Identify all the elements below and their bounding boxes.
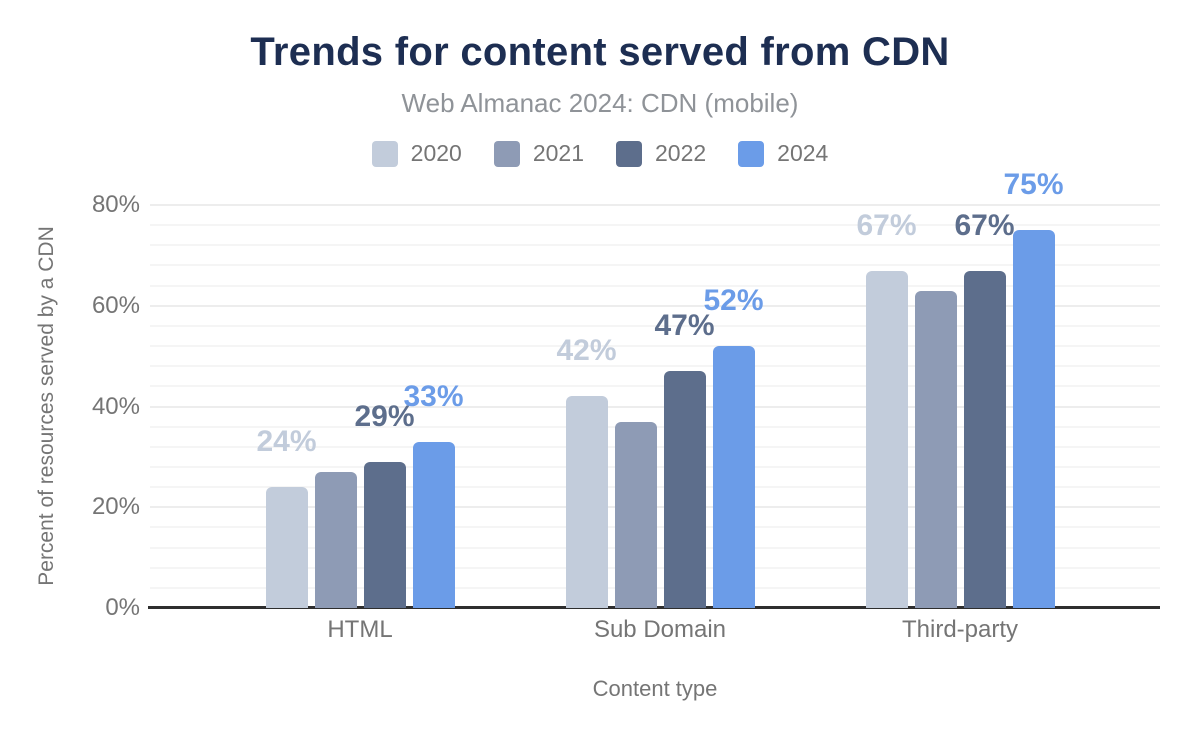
bar-slot — [914, 290, 957, 608]
bar-value-label-2020-html: 24% — [256, 425, 317, 459]
legend-swatch-2020 — [371, 140, 398, 167]
bar-group-sub-domain: 42% 47% 52% — [556, 286, 764, 608]
legend-label: 2021 — [532, 140, 584, 166]
gridline-64 — [150, 284, 1160, 287]
bar-group-third-party: 67% 67% 75% — [856, 170, 1064, 608]
legend-item-2024[interactable]: 2024 — [738, 140, 828, 167]
bar-slot: 24% — [256, 427, 317, 608]
y-tick-80-: 80% — [91, 191, 140, 218]
bar-2024-html[interactable] — [412, 441, 455, 608]
chart-title: Trends for content served from CDN — [250, 30, 950, 74]
gridline-44 — [150, 385, 1160, 388]
legend-item-2022[interactable]: 2022 — [616, 140, 706, 167]
bar-slot: 42% — [556, 336, 617, 608]
bar-slot: 47% — [654, 311, 715, 608]
x-tick-sub-domain: Sub Domain — [593, 616, 727, 643]
legend: 2020 2021 2022 2024 — [0, 140, 1200, 167]
y-tick-60-: 60% — [91, 291, 140, 319]
bar-value-label-2020-sub-domain: 42% — [556, 334, 617, 368]
gridline-76 — [150, 224, 1160, 227]
bar-2022-sub-domain[interactable] — [663, 371, 706, 608]
bar-2021-third-party[interactable] — [914, 290, 957, 608]
bar-value-label-2024-html: 33% — [403, 379, 464, 413]
bar-group-html: 24% 29% 33% — [256, 381, 464, 608]
legend-swatch-2024 — [738, 140, 765, 167]
legend-item-2020[interactable]: 2020 — [371, 140, 462, 167]
bar-value-label-2022-sub-domain: 47% — [654, 309, 715, 343]
gridline-40 — [150, 405, 1160, 408]
plot-area: 24% 29% 33% 42% 47% 52% 67% 67% 75% — [148, 170, 1160, 609]
bar-2021-html[interactable] — [314, 472, 357, 608]
bar-2020-html[interactable] — [265, 487, 308, 608]
bar-2022-third-party[interactable] — [963, 270, 1006, 608]
bar-2021-sub-domain[interactable] — [614, 421, 657, 608]
bar-slot: 29% — [354, 401, 415, 608]
bar-value-label-2024-sub-domain: 52% — [703, 284, 764, 318]
bar-slot: 67% — [954, 210, 1015, 608]
bar-value-label-2020-third-party: 67% — [856, 208, 917, 242]
legend-label: 2022 — [655, 140, 707, 166]
gridline-48 — [150, 365, 1160, 368]
bar-2024-sub-domain[interactable] — [712, 346, 755, 608]
gridline-52 — [150, 345, 1160, 348]
bar-2022-html[interactable] — [363, 461, 406, 608]
bar-2020-third-party[interactable] — [865, 270, 908, 608]
bar-slot: 52% — [703, 286, 764, 608]
bar-slot: 67% — [856, 210, 917, 608]
gridline-80 — [150, 204, 1160, 206]
x-axis-title: Content type — [592, 676, 718, 701]
chart-subtitle: Web Almanac 2024: CDN (mobile) — [401, 88, 799, 118]
bar-2020-sub-domain[interactable] — [565, 396, 608, 608]
y-tick-20-: 20% — [91, 493, 140, 521]
gridline-68 — [150, 264, 1160, 267]
legend-swatch-2021 — [493, 140, 520, 167]
gridline-60 — [150, 304, 1160, 307]
gridline-72 — [150, 244, 1160, 247]
x-tick-html: HTML — [327, 616, 393, 643]
bar-2024-third-party[interactable] — [1012, 230, 1055, 608]
x-tick-third-party: Third-party — [901, 616, 1019, 643]
bar-slot — [614, 421, 657, 608]
y-tick-0-: 0% — [105, 594, 140, 621]
bar-value-label-2022-html: 29% — [354, 399, 415, 433]
legend-label: 2024 — [777, 140, 829, 166]
bar-value-label-2022-third-party: 67% — [954, 208, 1015, 242]
legend-swatch-2022 — [616, 140, 642, 167]
bar-value-label-2024-third-party: 75% — [1003, 168, 1064, 202]
bar-slot: 33% — [403, 381, 464, 608]
legend-item-2021[interactable]: 2021 — [493, 140, 584, 167]
legend-label: 2020 — [410, 140, 462, 166]
y-tick-40-: 40% — [91, 392, 140, 420]
gridline-56 — [150, 324, 1160, 327]
bar-slot: 75% — [1003, 170, 1064, 608]
bar-slot — [314, 472, 357, 608]
